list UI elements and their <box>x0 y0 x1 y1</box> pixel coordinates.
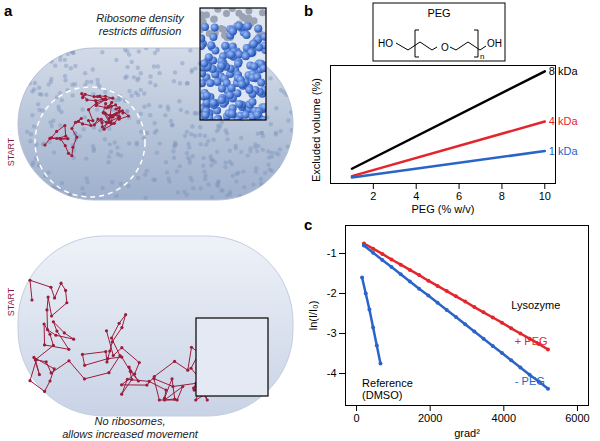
svg-text:c: c <box>304 216 312 233</box>
svg-text:START: START <box>6 137 16 166</box>
svg-text:4: 4 <box>413 190 419 202</box>
svg-text:HO: HO <box>378 38 393 49</box>
svg-text:Ribosome density: Ribosome density <box>96 12 185 24</box>
svg-text:6: 6 <box>456 190 462 202</box>
svg-text:PEG (% w/v): PEG (% w/v) <box>412 203 475 215</box>
svg-text:b: b <box>304 2 313 19</box>
svg-text:2000: 2000 <box>418 412 442 424</box>
svg-text:restricts diffusion: restricts diffusion <box>99 25 182 37</box>
svg-text:(DMSO): (DMSO) <box>362 389 402 401</box>
svg-text:O: O <box>441 42 449 53</box>
svg-text:Excluded volume (%): Excluded volume (%) <box>310 78 322 182</box>
svg-text:- PEG: - PEG <box>515 375 545 387</box>
svg-text:8 kDa: 8 kDa <box>549 65 579 77</box>
svg-text:8: 8 <box>499 190 505 202</box>
svg-text:allows increased movement: allows increased movement <box>62 428 199 440</box>
svg-text:1 kDa: 1 kDa <box>549 145 579 157</box>
svg-text:4000: 4000 <box>492 412 516 424</box>
svg-text:-4: -4 <box>327 367 337 379</box>
svg-text:Reference: Reference <box>362 377 413 389</box>
svg-text:+ PEG: + PEG <box>515 335 548 347</box>
svg-text:2: 2 <box>370 190 376 202</box>
svg-text:10: 10 <box>539 190 551 202</box>
svg-text:-1: -1 <box>327 247 337 259</box>
svg-text:grad²: grad² <box>454 427 480 439</box>
svg-text:-2: -2 <box>327 287 337 299</box>
svg-text:No ribosomes,: No ribosomes, <box>95 415 166 427</box>
svg-text:PEG: PEG <box>427 7 450 19</box>
svg-text:ln(I/I₀): ln(I/I₀) <box>307 301 319 331</box>
svg-text:6000: 6000 <box>565 412 589 424</box>
svg-text:n: n <box>480 52 484 61</box>
svg-text:-3: -3 <box>327 327 337 339</box>
svg-text:a: a <box>4 2 13 19</box>
svg-text:START: START <box>6 287 16 316</box>
svg-text:Lysozyme: Lysozyme <box>511 299 560 311</box>
svg-text:0: 0 <box>353 412 359 424</box>
svg-text:4 kDa: 4 kDa <box>549 115 579 127</box>
svg-text:OH: OH <box>487 38 502 49</box>
